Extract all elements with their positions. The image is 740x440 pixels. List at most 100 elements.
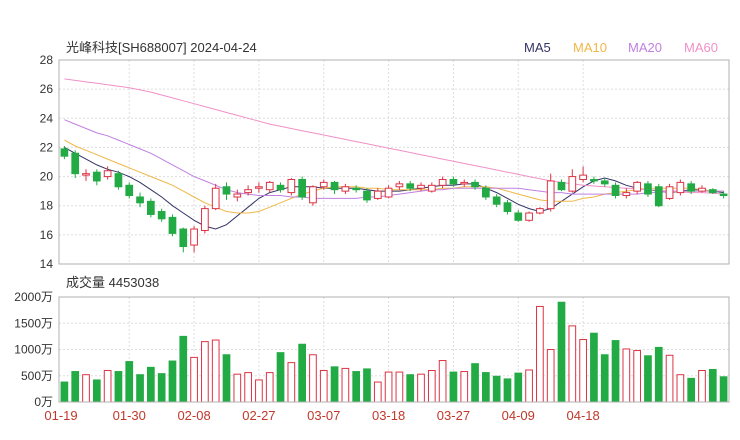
candle — [611, 182, 620, 199]
candle-body — [590, 178, 598, 182]
volume-bar — [590, 332, 598, 403]
volume-bar — [492, 375, 501, 403]
volume-bar — [211, 339, 220, 403]
volume-bar — [233, 373, 242, 403]
legend-ma60: MA60 — [684, 40, 718, 55]
volume-bar — [525, 369, 533, 403]
volume-bar — [71, 371, 80, 403]
volume-bar — [503, 378, 512, 403]
candle-body — [287, 178, 296, 194]
candle — [482, 185, 490, 200]
volume-bar — [319, 370, 328, 403]
price-tick-label: 14 — [40, 257, 54, 271]
ma-line-ma5 — [64, 146, 724, 230]
candle — [287, 178, 296, 196]
candle-body — [546, 180, 555, 210]
candle — [60, 145, 69, 160]
volume-bar — [157, 373, 166, 403]
candle — [222, 182, 231, 200]
date-tick-label: 03-27 — [437, 408, 470, 423]
candle-body — [633, 181, 641, 192]
candle-body — [265, 181, 274, 191]
candle-body — [514, 212, 523, 221]
candle-body — [654, 186, 663, 207]
candle — [644, 180, 652, 197]
candle — [665, 183, 674, 200]
volume-bar — [568, 325, 577, 403]
candle-body — [255, 186, 263, 189]
volume-bar — [406, 374, 415, 403]
candle-body — [719, 193, 728, 197]
candle — [276, 182, 285, 193]
candle-body — [136, 196, 144, 204]
candle — [719, 191, 728, 199]
candle-body — [449, 178, 458, 185]
volume-bar — [622, 348, 631, 403]
volume-bar — [687, 377, 696, 403]
candle-body — [157, 211, 166, 220]
volume-bar — [633, 350, 641, 403]
candle — [190, 226, 198, 253]
volume-bar — [395, 371, 404, 403]
legend-ma20: MA20 — [628, 40, 662, 55]
price-panel-frame — [58, 59, 730, 265]
candle — [298, 176, 306, 200]
candle — [654, 183, 663, 208]
candle-body — [71, 152, 80, 175]
ma-line-ma20 — [64, 119, 724, 199]
candle — [384, 185, 393, 199]
volume-bar — [471, 363, 479, 403]
volume-bar — [222, 354, 231, 403]
volume-bar — [654, 346, 663, 403]
candle — [211, 183, 220, 211]
date-tick-label: 01-30 — [113, 408, 146, 423]
volume-bar — [201, 341, 209, 403]
candle — [536, 207, 544, 215]
volume-bar — [309, 354, 317, 403]
candle-body — [114, 173, 123, 188]
volume-bar — [600, 354, 609, 403]
price-tick-label: 20 — [40, 170, 54, 184]
candle-body — [427, 184, 436, 192]
candle — [579, 166, 587, 183]
candle-body — [309, 186, 317, 204]
volume-bar — [103, 370, 112, 403]
candle — [557, 179, 566, 192]
candle — [600, 178, 609, 187]
candle-body — [352, 187, 361, 191]
candle — [406, 180, 415, 192]
price-tick-label: 22 — [40, 140, 54, 154]
volume-bar — [482, 372, 490, 403]
volume-bar — [536, 305, 544, 403]
volume-bar — [330, 366, 339, 403]
candle — [330, 180, 339, 195]
candle-body — [503, 202, 512, 213]
candle-body — [406, 183, 415, 189]
price-tick-label: 28 — [40, 53, 54, 67]
candle-body — [417, 184, 425, 189]
candle-body — [482, 187, 490, 198]
volume-bar — [179, 335, 188, 403]
candle-body — [687, 183, 696, 192]
candle — [125, 182, 134, 199]
volume-bar — [341, 367, 350, 403]
price-tick-label: 24 — [40, 111, 54, 125]
volume-bar — [190, 356, 198, 403]
candle-body — [60, 148, 69, 157]
candle — [514, 210, 523, 222]
candle — [71, 150, 80, 179]
candle — [395, 180, 404, 190]
candle — [698, 185, 706, 193]
candle — [147, 198, 155, 218]
candle — [309, 185, 317, 206]
candle-body — [525, 212, 533, 221]
candle-body — [622, 192, 631, 197]
candle — [255, 182, 263, 193]
candle-body — [471, 181, 479, 188]
candle-body — [611, 184, 620, 197]
candle-body — [244, 189, 252, 194]
date-tick-label: 03-18 — [372, 408, 405, 423]
volume-bar — [460, 371, 469, 403]
volume-bar — [579, 339, 587, 403]
